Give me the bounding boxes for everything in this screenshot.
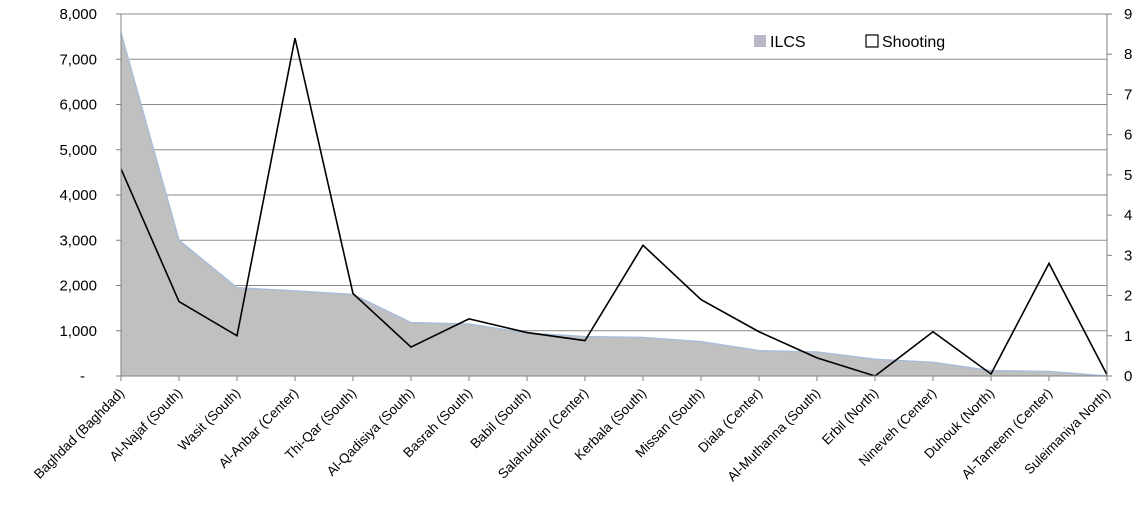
ilcs-area bbox=[121, 33, 1107, 376]
left-tick-label-3: 3,000 bbox=[59, 232, 97, 249]
right-tick-label-5: 5 bbox=[1124, 167, 1132, 184]
right-tick-label-7: 7 bbox=[1124, 86, 1132, 103]
shooting-line-layer bbox=[120, 37, 1108, 377]
right-tick-label-8: 8 bbox=[1124, 46, 1132, 63]
left-tick-label-7: 7,000 bbox=[59, 51, 97, 68]
left-tick-label-5: 5,000 bbox=[59, 142, 97, 159]
right-tick-label-3: 3 bbox=[1124, 247, 1132, 264]
legend-label-shooting: Shooting bbox=[882, 34, 945, 51]
legend-label-ilcs: ILCS bbox=[770, 34, 806, 51]
right-tick-label-6: 6 bbox=[1124, 127, 1132, 144]
left-tick-label-8: 8,000 bbox=[59, 6, 97, 23]
category-label-0: Baghdad (Baghdad) bbox=[31, 386, 127, 482]
right-tick-label-9: 9 bbox=[1124, 6, 1132, 23]
category-label-13: Erbil (North) bbox=[819, 386, 881, 448]
right-tick-label-4: 4 bbox=[1124, 207, 1132, 224]
legend-swatch-ilcs bbox=[754, 35, 766, 47]
shooting-line bbox=[120, 37, 1108, 377]
legend-swatch-shooting bbox=[865, 34, 879, 48]
legend: ILCS Shooting bbox=[754, 34, 945, 51]
right-axis-ticks: 0 1 2 3 4 5 6 7 8 9 bbox=[1107, 6, 1132, 385]
left-tick-label-6: 6,000 bbox=[59, 97, 97, 114]
axes bbox=[120, 14, 1108, 381]
ilcs-area-edge bbox=[120, 32, 1108, 377]
left-axis-ticks: - 1,000 2,000 3,000 4,000 5,000 6,000 7,000 8,00… bbox=[59, 6, 121, 385]
category-labels: Baghdad (Baghdad)Al-Najaf (South)Wasit (… bbox=[31, 386, 1113, 485]
right-tick-label-0: 0 bbox=[1124, 368, 1132, 385]
left-tick-label-0: - bbox=[80, 368, 85, 385]
left-tick-label-2: 2,000 bbox=[59, 278, 97, 295]
ilcs-area-layer bbox=[120, 32, 1108, 377]
left-tick-label-4: 4,000 bbox=[59, 187, 97, 204]
right-tick-label-2: 2 bbox=[1124, 288, 1132, 305]
right-tick-label-1: 1 bbox=[1124, 328, 1132, 345]
left-tick-label-1: 1,000 bbox=[59, 323, 97, 340]
